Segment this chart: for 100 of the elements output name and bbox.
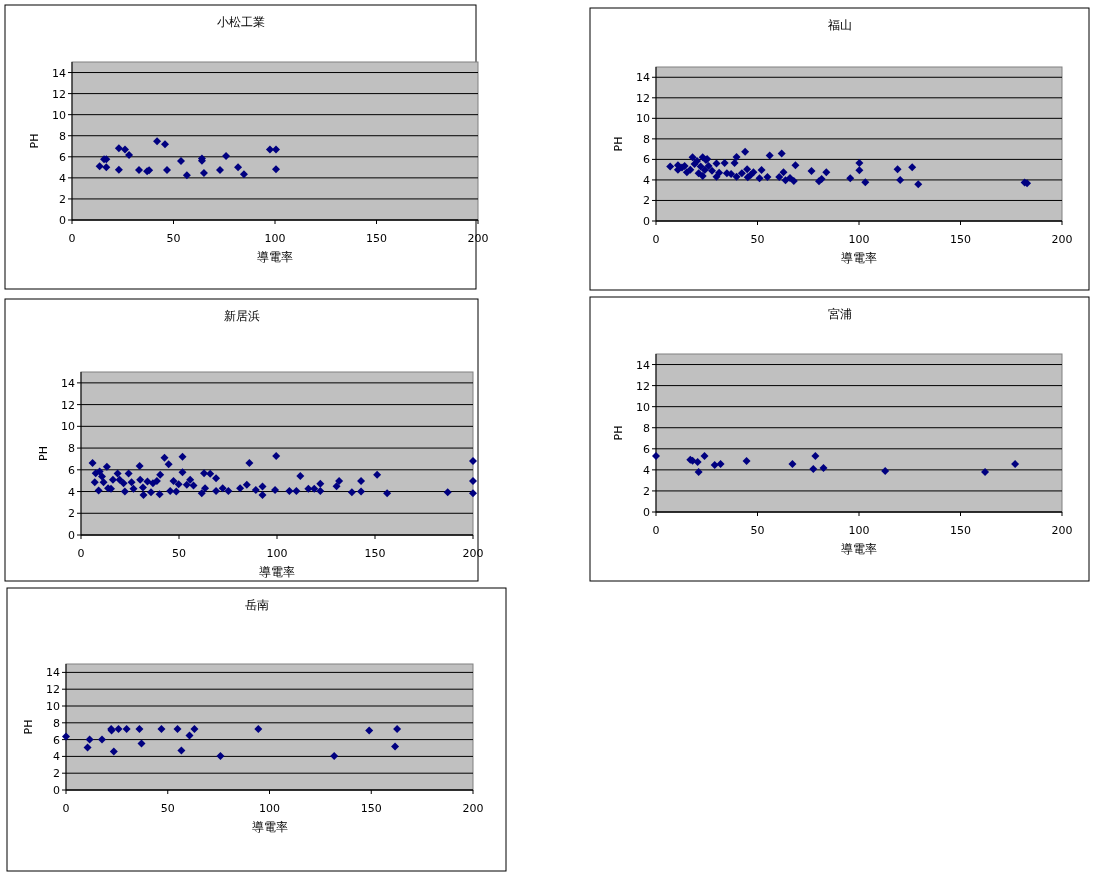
y-tick-label: 6 [643,442,650,456]
y-tick-label: 2 [68,507,75,521]
point [177,746,186,755]
point [216,751,225,760]
y-axis-title: PH [612,425,625,441]
x-tick-label: 0 [652,524,660,537]
x-tick-label: 200 [1051,233,1073,246]
point [391,742,400,751]
point [114,725,123,734]
point [102,163,111,172]
point [173,725,182,734]
y-tick-label: 12 [61,398,75,412]
x-tick-label: 200 [462,802,484,815]
y-tick-label: 14 [52,66,66,80]
y-tick-label: 14 [61,376,75,390]
point [114,144,123,153]
x-axis-title: 導電率 [841,251,877,265]
point [893,165,902,174]
point [185,731,194,740]
point [775,172,784,181]
y-tick-label: 2 [643,484,650,498]
y-tick-label: 6 [53,733,60,747]
y-axis-title: PH [612,136,625,152]
chart-title: 新居浜 [223,309,260,323]
point [122,725,131,734]
point [272,145,281,154]
point [704,162,713,171]
point [134,165,143,174]
point [791,161,800,170]
point [666,162,675,171]
y-tick-label: 0 [643,215,650,228]
y-tick-label: 10 [52,108,66,122]
x-tick-label: 50 [750,524,765,537]
y-tick-label: 2 [643,194,650,208]
point [694,169,703,178]
point [265,145,274,154]
point [109,747,118,756]
point [153,137,162,146]
point [846,174,855,183]
point [137,739,146,748]
point [741,147,750,156]
y-tick-label: 12 [46,683,60,697]
point [686,165,695,174]
chart-title: 小松工業 [216,15,265,29]
point [781,176,790,185]
y-axis-title: PH [37,446,50,461]
x-tick-label: 50 [160,802,175,815]
point [855,158,864,167]
x-axis-title: 導電率 [259,565,295,579]
chart-title: 宮浦 [827,307,852,321]
x-tick-label: 0 [77,547,85,560]
point [822,168,831,177]
y-tick-label: 10 [636,400,650,414]
point [272,165,281,174]
point [199,169,208,178]
point [114,165,123,174]
x-tick-label: 150 [366,232,387,245]
point [135,725,144,734]
point [777,149,786,158]
point [120,145,129,154]
y-tick-label: 14 [636,358,650,372]
y-tick-label: 4 [68,485,75,499]
y-tick-label: 0 [53,784,60,797]
x-axis-title: 導電率 [841,542,877,556]
point [789,176,798,185]
x-tick-label: 200 [467,232,489,245]
x-tick-label: 50 [172,547,186,560]
y-tick-label: 4 [643,173,650,187]
point [62,732,70,741]
point [365,726,374,735]
point [727,169,736,178]
point [732,172,741,181]
x-tick-label: 100 [848,233,870,246]
y-axis-title: PH [28,133,41,149]
y-tick-label: 0 [59,214,66,227]
y-tick-label: 10 [636,112,650,126]
point [720,158,729,167]
y-tick-label: 6 [68,463,75,477]
point [254,725,263,734]
point [157,725,166,734]
point [712,172,721,181]
point [861,178,870,187]
y-tick-label: 6 [59,150,66,164]
x-tick-label: 50 [166,232,181,245]
point [732,153,741,162]
y-tick-label: 12 [636,379,650,393]
y-tick-label: 0 [643,506,650,519]
x-tick-label: 150 [950,524,971,537]
y-tick-label: 6 [643,153,650,167]
x-tick-label: 150 [950,233,971,246]
x-tick-label: 150 [364,547,386,560]
point [715,168,724,177]
point [730,158,739,167]
point [393,725,402,734]
x-tick-label: 50 [750,233,765,246]
point [98,735,107,744]
y-tick-label: 4 [59,171,66,185]
y-tick-label: 10 [61,420,75,434]
point [755,174,764,183]
x-tick-label: 100 [264,232,286,245]
